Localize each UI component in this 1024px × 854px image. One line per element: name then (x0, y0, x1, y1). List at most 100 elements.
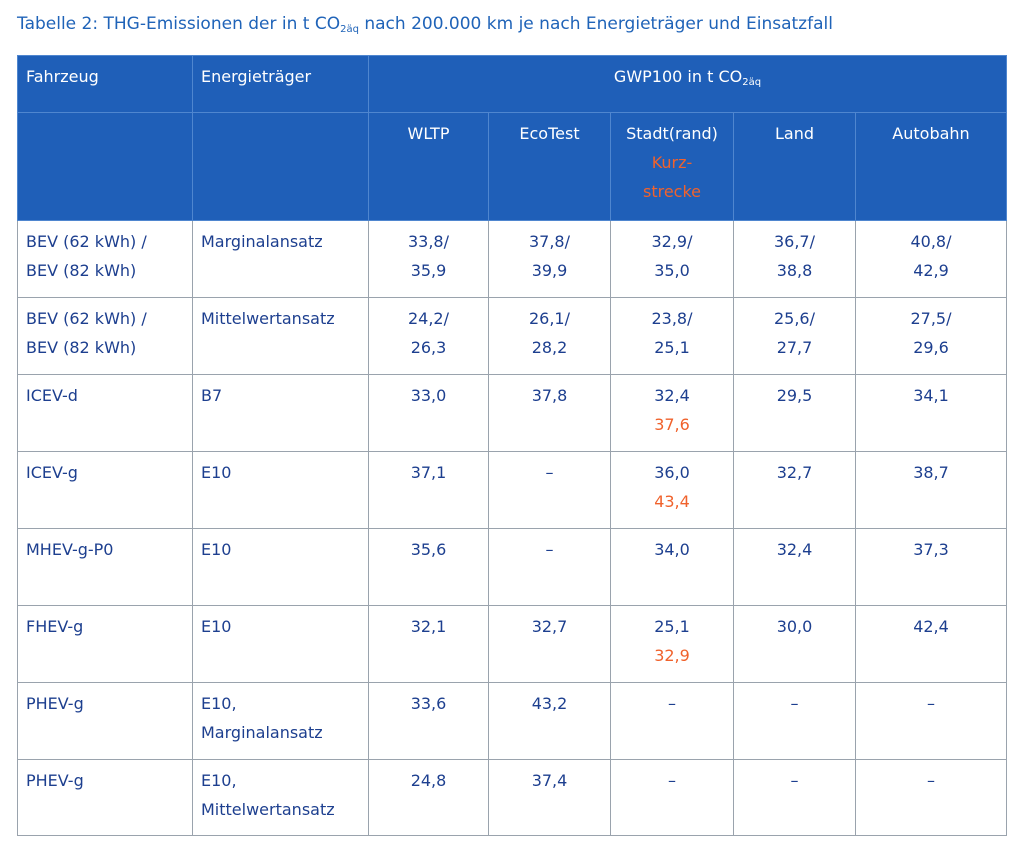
header-row: WLTP EcoTest Stadt(rand) Kurz-strecke Land Au… (17, 112, 1007, 221)
cell-line: EcoTest (519, 124, 580, 143)
cell-line: 35,6 (410, 540, 447, 559)
header-cell: EcoTest (488, 112, 611, 221)
cell-line: – (927, 694, 935, 713)
header-text: Energieträger (201, 67, 312, 86)
header-cell (192, 112, 369, 221)
value-cell: 34,1 (855, 374, 1007, 452)
cell-line: 38,8 (776, 261, 813, 280)
header-text: GWP100 in t CO (613, 67, 743, 86)
vehicle-cell: PHEV-g (17, 682, 193, 760)
header-cell: Fahrzeug (17, 55, 193, 113)
value-cell: 34,0 (610, 528, 734, 606)
table-row: MHEV-g-P0 E10 35,6 – 34,0 32,4 37,3 (17, 528, 1007, 606)
vehicle-cell: MHEV-g-P0 (17, 528, 193, 606)
table-title: Tabelle 2: THG-Emissionen der in t CO2äq… (17, 14, 833, 35)
vehicle-cell: PHEV-g (17, 759, 193, 836)
cell-line: B7 (201, 386, 223, 405)
cell-line: 32,4 (654, 386, 690, 405)
value-cell: – (610, 759, 734, 836)
cell-line: – (790, 771, 799, 790)
cell-line: E10 (201, 617, 232, 636)
value-cell: 32,7 (733, 451, 856, 529)
value-cell: 38,7 (855, 451, 1007, 529)
cell-line: Marginalansatz (201, 232, 323, 251)
energy-cell: Mittelwertansatz (192, 297, 369, 375)
cell-line: 28,2 (531, 338, 568, 357)
energy-cell: E10 (192, 528, 369, 606)
value-cell: 37,8/39,9 (488, 220, 611, 298)
value-cell: 29,5 (733, 374, 856, 452)
cell-line: – (545, 540, 554, 559)
cell-line: 29,6 (913, 338, 949, 357)
value-cell: 43,2 (488, 682, 611, 760)
value-cell: – (488, 451, 611, 529)
cell-line: Autobahn (892, 124, 970, 143)
energy-cell: Marginalansatz (192, 220, 369, 298)
cell-line: 43,2 (531, 694, 568, 713)
value-cell: – (855, 682, 1007, 760)
cell-line: 24,2/ (407, 309, 449, 328)
cell-line: BEV (62 kWh) / (26, 309, 147, 328)
cell-line: 27,5/ (910, 309, 952, 328)
cell-line: BEV (62 kWh) / (26, 232, 147, 251)
value-cell: 25,6/27,7 (733, 297, 856, 375)
cell-line: Mittelwertansatz (201, 309, 335, 328)
cell-line: ICEV-g (26, 463, 78, 482)
cell-line: 33,0 (410, 386, 447, 405)
cell-line: 38,7 (913, 463, 949, 482)
vehicle-cell: ICEV-g (17, 451, 193, 529)
energy-cell: E10, Marginalansatz (192, 682, 369, 760)
value-cell: 36,0 43,4 (610, 451, 734, 529)
title-text: Tabelle 2: THG-Emissionen der in t CO (17, 14, 341, 34)
header-cell: Land (733, 112, 856, 221)
cell-line: 26,1/ (528, 309, 570, 328)
cell-line: BEV (82 kWh) (26, 261, 137, 280)
cell-line: ICEV-d (26, 386, 78, 405)
value-cell: 40,8/42,9 (855, 220, 1007, 298)
cell-note: 32,9 (654, 646, 690, 665)
cell-note: strecke (642, 182, 701, 201)
cell-line: 23,8/ (651, 309, 693, 328)
value-cell: 32,1 (368, 605, 489, 683)
value-cell: 37,4 (488, 759, 611, 836)
cell-line: PHEV-g (26, 694, 84, 713)
cell-line: 32,7 (531, 617, 568, 636)
cell-line: 30,0 (776, 617, 813, 636)
energy-cell: E10, Mittelwertansatz (192, 759, 369, 836)
cell-line: 32,7 (776, 463, 813, 482)
cell-note: Kurz- (651, 153, 693, 172)
value-cell: 37,3 (855, 528, 1007, 606)
cell-note: 37,6 (654, 415, 690, 434)
cell-line: 25,6/ (773, 309, 815, 328)
value-cell: 24,8 (368, 759, 489, 836)
value-cell: 23,8/25,1 (610, 297, 734, 375)
cell-line: 42,4 (913, 617, 949, 636)
cell-line: 40,8/ (910, 232, 952, 251)
value-cell: 30,0 (733, 605, 856, 683)
value-cell: 32,4 37,6 (610, 374, 734, 452)
header-text: Fahrzeug (26, 67, 99, 86)
value-cell: 37,1 (368, 451, 489, 529)
cell-line: BEV (82 kWh) (26, 338, 137, 357)
value-cell: 26,1/28,2 (488, 297, 611, 375)
cell-line: – (668, 771, 676, 790)
cell-line: E10 (201, 463, 232, 482)
table-row: BEV (62 kWh) / BEV (82 kWh) Mittelwertansa… (17, 297, 1007, 375)
value-cell: – (610, 682, 734, 760)
cell-line: 37,8/ (528, 232, 570, 251)
header-cell: Stadt(rand) Kurz-strecke (610, 112, 734, 221)
cell-line: – (668, 694, 676, 713)
value-cell: 32,7 (488, 605, 611, 683)
table-row: BEV (62 kWh) / BEV (82 kWh) Marginalansatz… (17, 220, 1007, 298)
value-cell: 33,8/35,9 (368, 220, 489, 298)
cell-line: FHEV-g (26, 617, 84, 636)
cell-line: 37,8 (531, 386, 568, 405)
header-cell: Energieträger (192, 55, 369, 113)
title-text: nach 200.000 km je nach Energieträger un… (358, 14, 833, 34)
cell-line: WLTP (407, 124, 450, 143)
cell-line: 25,1 (654, 617, 690, 636)
cell-line: 36,7/ (773, 232, 815, 251)
energy-cell: E10 (192, 605, 369, 683)
